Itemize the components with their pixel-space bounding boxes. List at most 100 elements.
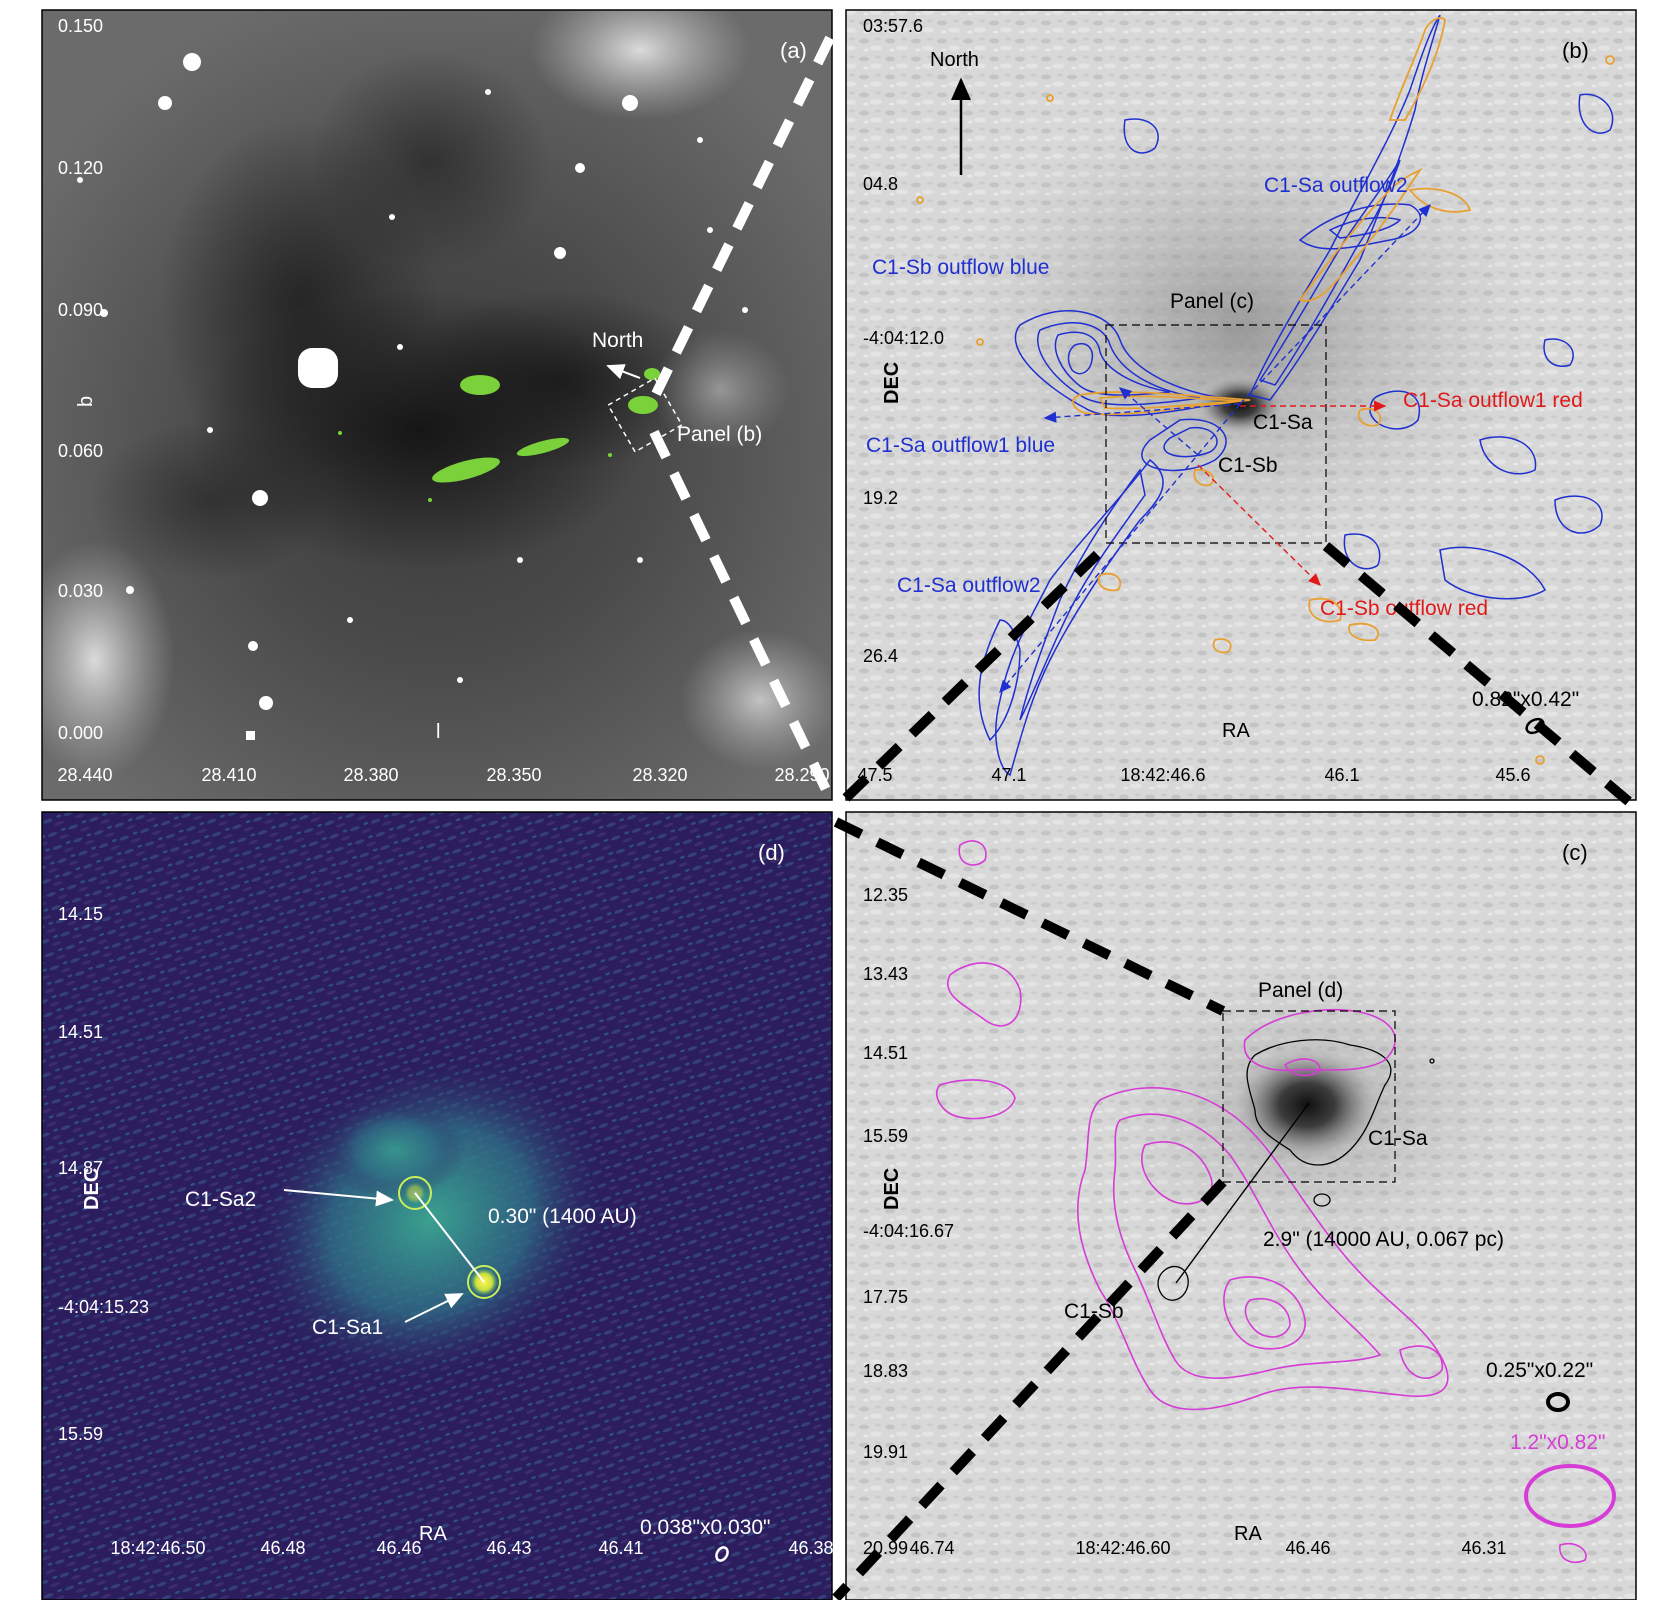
panel-d-xtick-1: 46.48: [260, 1538, 305, 1558]
panel-c-ytick-7: 19.91: [863, 1442, 908, 1462]
panel-c-box-label: Panel (d): [1258, 979, 1343, 1002]
panel-c-beam-magenta-label: 1.2"x0.82": [1510, 1431, 1605, 1454]
panel-c-separation-line: [1175, 1102, 1310, 1284]
panel-c-separation-label: 2.9" (14000 AU, 0.067 pc): [1263, 1228, 1504, 1251]
panel-d-letter: (d): [758, 840, 785, 865]
panel-b-frame: [845, 9, 1637, 801]
panel-b-box-panel-c: [1105, 324, 1327, 544]
panel-a-stars: [77, 53, 748, 740]
panel-c-beam-black: [1546, 1392, 1570, 1412]
connector-a-bottom: [649, 429, 835, 801]
panel-b-label-sa-outflow2-top: C1-Sa outflow2: [1264, 174, 1408, 197]
panel-b-blue-contours: [978, 14, 1614, 777]
panel-b-ytick-4: 26.4: [863, 646, 898, 666]
panel-b-orange-contours: [916, 17, 1615, 765]
panel-c-xtick-2: 46.46: [1285, 1538, 1330, 1558]
panel-b-sb-outflow-blue-arrow: [1118, 387, 1199, 456]
panel-d: (d) C1-Sa2 C1-Sa1 0.30" (1400 AU) 0.038"…: [41, 811, 834, 1600]
connector-b-right: [1322, 542, 1638, 810]
panel-c-beam-magenta: [1524, 1464, 1616, 1528]
panel-d-ytick-3: -4:04:15.23: [58, 1297, 149, 1317]
panel-d-ytick-0: 14.15: [58, 904, 103, 924]
panel-a-ytick-3: 0.060: [58, 441, 103, 461]
panel-b-ytick-3: 19.2: [863, 488, 898, 508]
panel-c-label-sb: C1-Sb: [1064, 1300, 1124, 1323]
panel-c-ytick-2: 14.51: [863, 1043, 908, 1063]
panel-a-north-label: North: [592, 329, 643, 352]
panel-b-ytick-2: -4:04:12.0: [863, 328, 944, 348]
panel-b-tick-labels: 47.5 47.1 18:42:46.6 46.1 45.603:57.604.8-4:…: [857, 16, 1530, 785]
connector-b-left: [842, 542, 1110, 802]
panel-b-label-sb-outflow-blue: C1-Sb outflow blue: [872, 256, 1049, 279]
panel-b-xtick-2: 18:42:46.6: [1120, 765, 1205, 785]
panel-a-ylabel: b: [75, 396, 97, 407]
panel-a-ytick-2: 0.090: [58, 300, 103, 320]
panel-c-xtick-0: 46.74: [909, 1538, 954, 1558]
panel-d-xtick-4: 46.41: [598, 1538, 643, 1558]
panel-c-beam-black-label: 0.25"x0.22": [1486, 1359, 1593, 1382]
panel-c-ylabel: DEC: [881, 1168, 903, 1210]
panel-d-xtick-0: 18:42:46.50: [110, 1538, 205, 1558]
panel-d-beam-label: 0.038"x0.030": [640, 1516, 771, 1539]
panel-b-sa-outflow1-blue-arrow: [1043, 403, 1241, 423]
panel-d-separation-line: [414, 1192, 485, 1283]
panel-c-ytick-6: 18.83: [863, 1361, 908, 1381]
panel-d-sa2-circle: [398, 1176, 432, 1210]
panel-c-ytick-0: 12.35: [863, 885, 908, 905]
panel-d-sa1-arrow: [404, 1293, 464, 1323]
panel-b-xtick-3: 46.1: [1324, 765, 1359, 785]
panel-b-label-sa-outflow1-red: C1-Sa outflow1 red: [1403, 389, 1583, 412]
panel-a-ytick-4: 0.030: [58, 581, 103, 601]
panel-d-frame: [41, 811, 833, 1600]
panel-d-xtick-5: 46.38: [788, 1538, 833, 1558]
panel-c: (c) Panel (d) C1-Sa C1-Sb 2.9" (14000 AU…: [845, 811, 1637, 1600]
panel-a-box-label: Panel (b): [677, 423, 762, 446]
panel-c-box-panel-d: [1222, 1010, 1396, 1183]
panel-b-beam-label: 0.82"x0.42": [1472, 688, 1579, 711]
panel-b-label-sb: C1-Sb: [1218, 454, 1278, 477]
panel-c-ytick-4: -4:04:16.67: [863, 1221, 954, 1241]
panel-b-ylabel: DEC: [881, 362, 903, 404]
panel-d-tick-labels: 18:42:46.50 46.48 46.46 46.43 46.41 46.38 14.1…: [58, 904, 834, 1558]
panel-b-letter: (b): [1562, 38, 1589, 63]
panel-a-xtick-0: 28.440: [57, 765, 112, 785]
panel-b-label-sa: C1-Sa: [1253, 411, 1313, 434]
panel-b-ytick-0: 03:57.6: [863, 16, 923, 36]
panel-a-xtick-3: 28.350: [486, 765, 541, 785]
panel-b-sa-outflow2-arrow-down: [999, 403, 1241, 694]
panel-a-xtick-2: 28.380: [343, 765, 398, 785]
panel-connector-lines: [649, 35, 1638, 1600]
panel-a-letter: (a): [780, 38, 807, 63]
panel-a-xlabel: l: [436, 721, 440, 743]
panel-a-ytick-1: 0.120: [58, 158, 103, 178]
panel-d-ytick-2: 14.87: [58, 1158, 103, 1178]
panel-c-xtick-3: 46.31: [1461, 1538, 1506, 1558]
panel-c-ytick-1: 13.43: [863, 964, 908, 984]
panel-a-green-spots: [338, 368, 660, 502]
panel-a-tick-labels: 28.440 28.410 28.380 28.350 28.320 28.2900.15…: [57, 16, 829, 785]
panel-c-black-contours: [1157, 1039, 1435, 1301]
panel-c-xtick-1: 18:42:46.60: [1075, 1538, 1170, 1558]
panel-d-xlabel: RA: [419, 1523, 447, 1545]
connector-c-bottom: [832, 1178, 1227, 1600]
panel-d-label-sa1: C1-Sa1: [312, 1316, 383, 1339]
panel-c-image: [846, 812, 1636, 1600]
panel-a-xtick-1: 28.410: [201, 765, 256, 785]
panel-d-separation-label: 0.30" (1400 AU): [488, 1205, 637, 1228]
panel-c-xlabel: RA: [1234, 1523, 1262, 1545]
connector-c-top: [833, 817, 1226, 1016]
panel-b-label-sa-outflow2-bottom: C1-Sa outflow2: [897, 574, 1041, 597]
panel-d-ylabel: DEC: [81, 1168, 103, 1210]
panel-b-xtick-4: 45.6: [1495, 765, 1530, 785]
panel-a-xtick-4: 28.320: [632, 765, 687, 785]
panel-b-xlabel: RA: [1222, 720, 1250, 742]
panel-b-label-sa-outflow1-blue: C1-Sa outflow1 blue: [866, 434, 1055, 457]
panel-c-label-sa: C1-Sa: [1368, 1127, 1428, 1150]
panel-b-xtick-1: 47.1: [991, 765, 1026, 785]
panel-b-sb-outflow-red-arrow: [1197, 464, 1321, 586]
panel-c-frame: [845, 811, 1637, 1600]
panel-c-ytick-5: 17.75: [863, 1287, 908, 1307]
panel-b: (b) North Panel (c) C1-Sb outflow blue C…: [845, 9, 1637, 801]
panel-b-box-label: Panel (c): [1170, 290, 1254, 313]
